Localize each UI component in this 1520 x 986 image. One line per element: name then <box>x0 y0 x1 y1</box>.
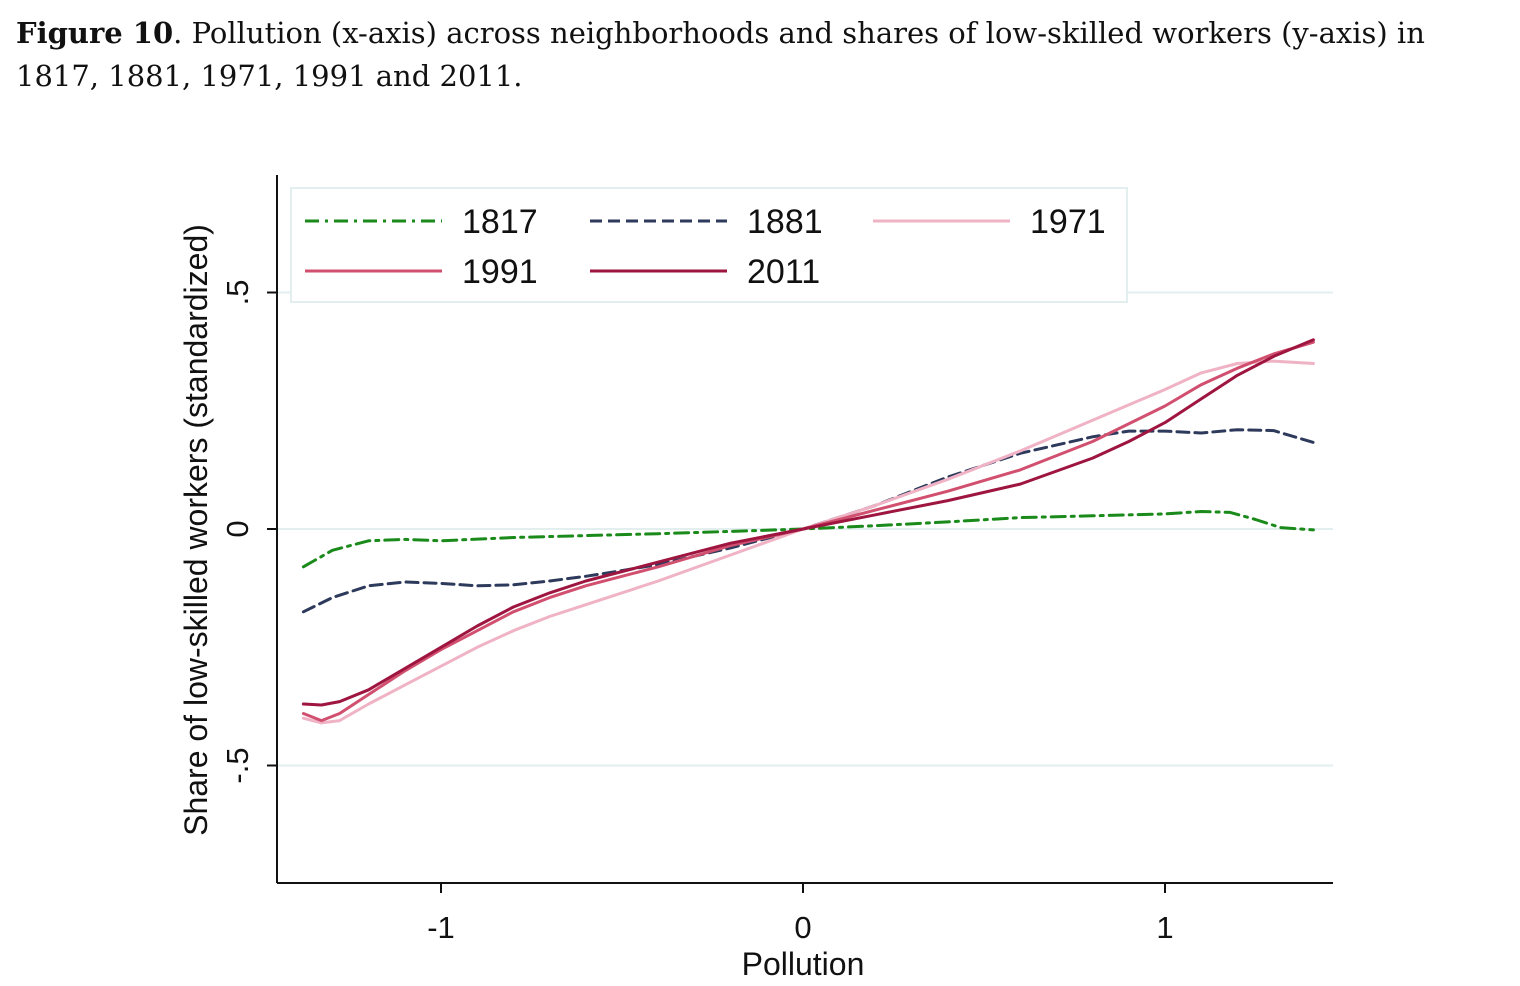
y-tick-label-0: -.5 <box>220 747 255 783</box>
series-line-1881 <box>301 428 1315 614</box>
series-line-1991 <box>301 340 1315 723</box>
legend-label-1991: 1991 <box>462 253 538 291</box>
series-line-1971 <box>301 359 1315 725</box>
caption-line-2: 1817, 1881, 1971, 1991 and 2011. <box>16 59 523 93</box>
legend-label-1881: 1881 <box>747 203 823 241</box>
legend-label-1817: 1817 <box>462 203 538 241</box>
x-tick-label-0: -1 <box>427 910 455 945</box>
figure-label: Figure 10 <box>16 16 174 50</box>
y-tick-label-2: .5 <box>220 280 255 306</box>
series-line-2011 <box>301 338 1315 707</box>
x-tick-label-1: 0 <box>794 910 811 945</box>
y-tick-label-1: 0 <box>220 520 255 537</box>
axes: -.5 0 .5 -1 0 1 <box>220 175 1333 945</box>
x-axis-label: Pollution <box>742 946 865 982</box>
caption-line-1: Figure 10. Pollution (x-axis) across nei… <box>16 12 1520 55</box>
legend: 1817 1881 1971 1991 2011 <box>290 187 1128 303</box>
legend-label-1971: 1971 <box>1030 203 1106 241</box>
legend-label-2011: 2011 <box>747 253 820 291</box>
series-lines <box>301 338 1315 725</box>
figure-caption: Figure 10. Pollution (x-axis) across nei… <box>16 12 1520 98</box>
y-axis-label: Share of low-skilled workers (standardiz… <box>178 224 214 836</box>
series-line-1817 <box>301 510 1315 569</box>
caption-text-1: . Pollution (x-axis) across neighborhood… <box>173 16 1425 50</box>
x-tick-label-2: 1 <box>1156 910 1173 945</box>
legend-box <box>290 187 1128 303</box>
